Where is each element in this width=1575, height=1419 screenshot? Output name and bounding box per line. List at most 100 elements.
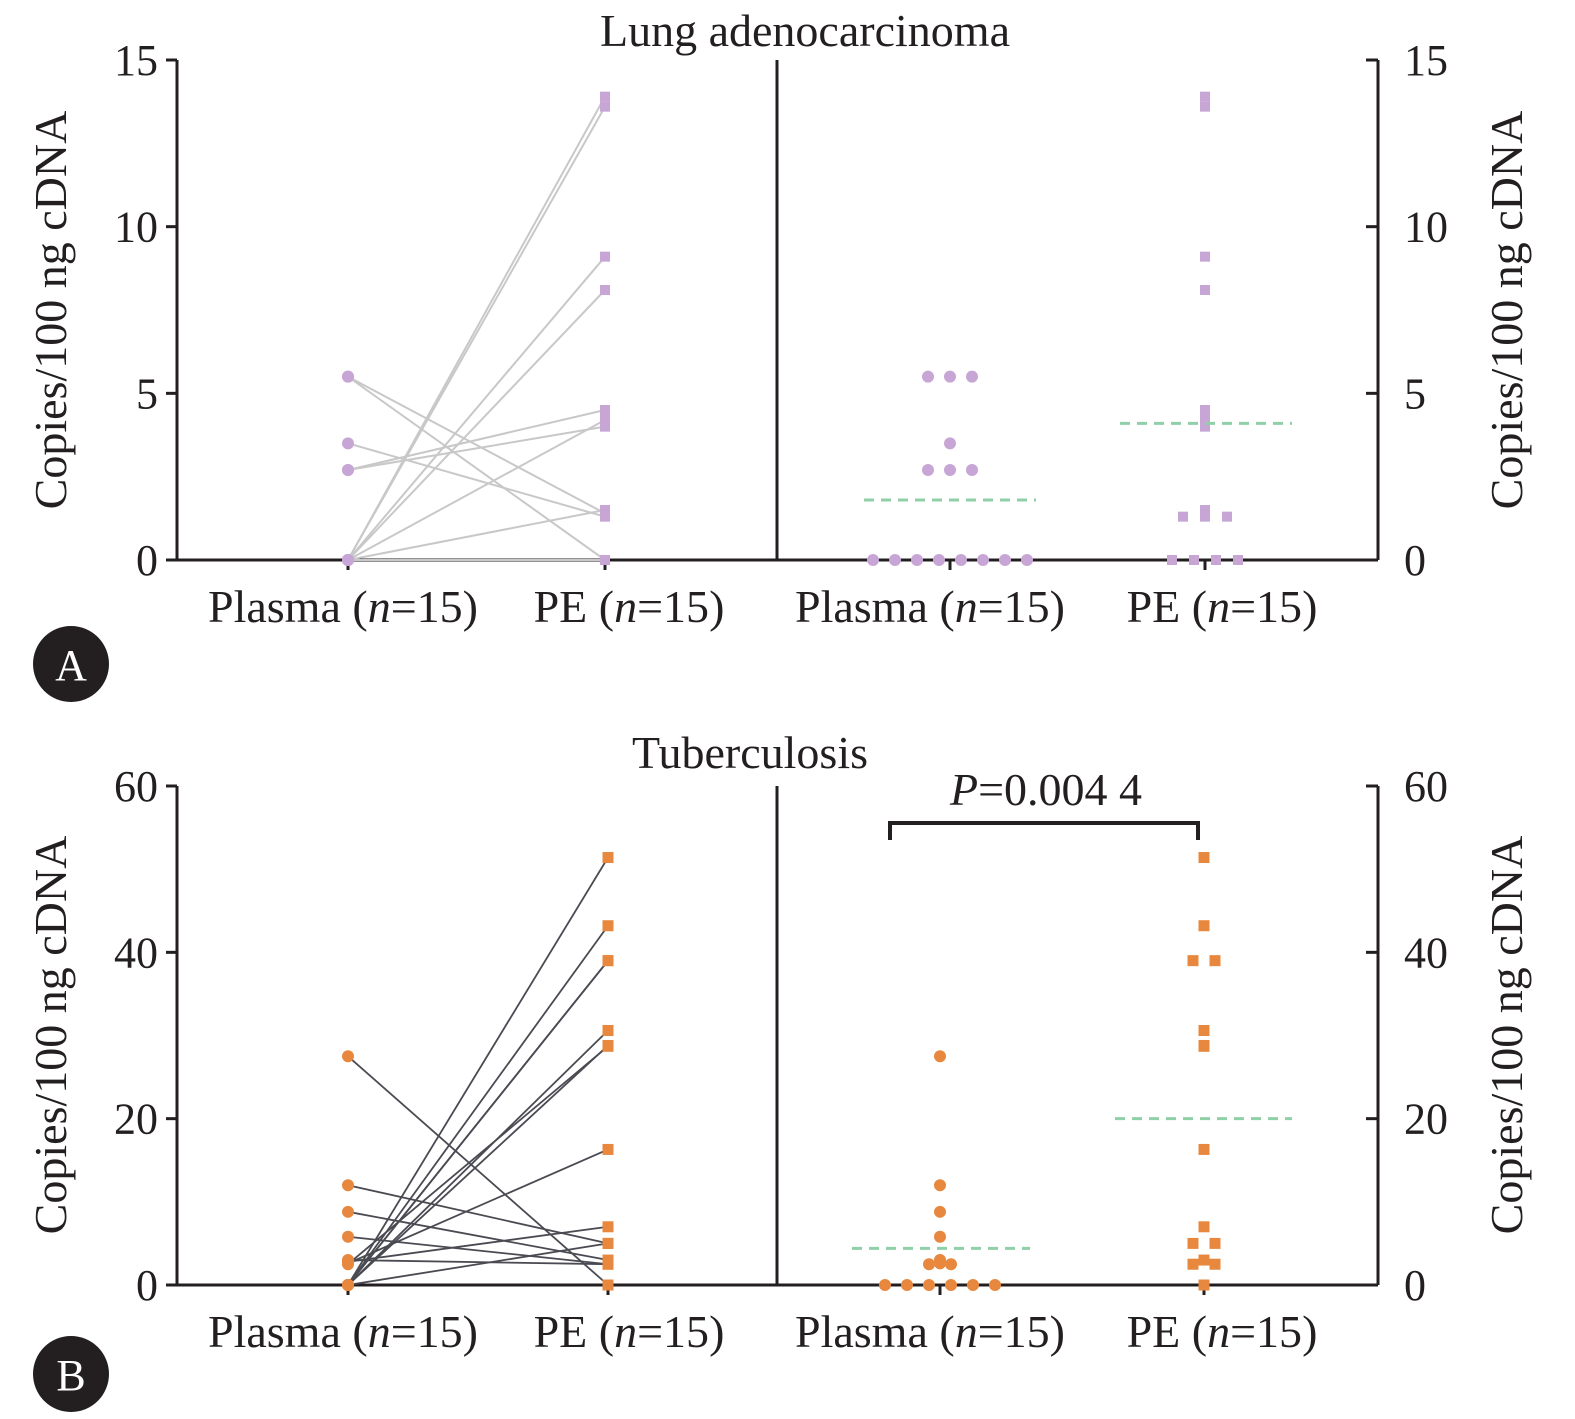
panel-b-category-labels: Plasma (n=15) PE (n=15) Plasma (n=15) PE…: [208, 1306, 1317, 1357]
pe-dot: [1198, 852, 1210, 864]
pe-dot: [1198, 1039, 1210, 1051]
pe-point: [600, 555, 610, 565]
panel-a-dot-markers: [867, 91, 1243, 566]
panel-b-cat-pe-left: PE (n=15): [534, 1306, 725, 1357]
plasma-point: [342, 1258, 354, 1271]
left-tick-label: 40: [114, 928, 158, 977]
plasma-dot: [889, 554, 901, 566]
left-tick-label: 5: [136, 369, 158, 418]
paired-line: [347, 419, 606, 561]
paired-line: [347, 442, 606, 518]
pe-dot: [1198, 1221, 1210, 1233]
panel-b-axes: [175, 786, 1380, 1287]
paired-line: [347, 1045, 609, 1265]
plasma-dot: [977, 554, 989, 566]
plasma-point: [342, 464, 354, 476]
plasma-point: [342, 1279, 354, 1291]
plasma-dot: [966, 370, 978, 383]
panel-b-median-lines: [852, 1117, 1292, 1250]
paired-line: [347, 1259, 609, 1266]
plasma-dot: [934, 1230, 946, 1243]
panel-a-badge-circle: [33, 626, 109, 702]
panel-b-significance: P=0.004 4: [888, 764, 1200, 840]
plasma-dot: [944, 464, 956, 476]
panel-a-cat-pe-left: PE (n=15): [534, 581, 725, 632]
panel-a-badge-label: A: [55, 641, 87, 690]
left-tick-label: 0: [136, 536, 158, 585]
plasma-dot: [945, 1279, 957, 1291]
plasma-point: [342, 370, 354, 383]
panel-b-cat-plasma-right: Plasma (n=15): [795, 1306, 1065, 1357]
paired-line: [347, 106, 606, 561]
left-tick-label: 60: [114, 762, 158, 811]
significance-p-value: P=0.004 4: [949, 764, 1142, 815]
paired-line: [347, 857, 609, 1286]
panel-a-cat-plasma-left: Plasma (n=15): [208, 581, 478, 632]
plasma-dot: [945, 1258, 957, 1271]
pe-point: [600, 101, 610, 112]
paired-line: [347, 425, 606, 471]
pe-dot: [1198, 920, 1210, 932]
panel-a-cat-plasma-right: Plasma (n=15): [795, 581, 1065, 632]
plasma-dot: [911, 554, 923, 566]
panel-b-left-tick-labels: 0 20 40 60: [114, 762, 610, 1310]
panel-a-paired-lines: [347, 96, 606, 561]
plasma-point: [342, 437, 354, 450]
pe-dot: [1211, 555, 1221, 565]
paired-line: [347, 509, 606, 561]
right-tick-label: 5: [1404, 369, 1426, 418]
pe-point: [602, 955, 614, 967]
left-tick-label: 0: [136, 1261, 158, 1310]
plasma-dot: [879, 1279, 891, 1291]
pe-point: [602, 1039, 614, 1051]
paired-line: [347, 1225, 609, 1263]
plasma-dot: [867, 554, 879, 566]
plasma-dot: [923, 1279, 935, 1291]
pe-dot: [1200, 415, 1210, 425]
panel-b-dot-markers: [879, 852, 1221, 1291]
plasma-dot: [955, 554, 967, 566]
panel-a-right-y-label: Copies/100 ng cDNA: [1481, 111, 1532, 510]
plasma-point: [342, 1205, 354, 1218]
plasma-dot: [999, 554, 1011, 566]
panel-a-paired-markers: [342, 91, 610, 566]
pe-dot: [1198, 1143, 1210, 1155]
pe-dot: [1233, 555, 1243, 565]
plasma-dot: [922, 464, 934, 476]
panel-a-axes: [175, 60, 1380, 562]
panel-a: Lung adenocarcinoma 0 5 10 15 0 5 10 15 Copies…: [25, 5, 1532, 702]
right-tick-label: 20: [1404, 1095, 1448, 1144]
panel-b-cat-pe-right: PE (n=15): [1127, 1306, 1318, 1357]
pe-dot: [1200, 421, 1210, 432]
pe-dot: [1222, 511, 1232, 522]
plasma-dot: [944, 437, 956, 450]
panel-a-badge: A: [33, 626, 109, 702]
paired-line: [347, 925, 609, 1286]
panel-b-paired-markers: [342, 852, 614, 1291]
pe-dot: [1198, 1025, 1210, 1037]
panel-b-cat-plasma-left: Plasma (n=15): [208, 1306, 478, 1357]
pe-dot: [1189, 555, 1199, 565]
plasma-dot: [934, 1257, 946, 1270]
panel-b-badge-label: B: [56, 1351, 85, 1400]
pe-point: [602, 1221, 614, 1233]
pe-point: [602, 1025, 614, 1037]
pe-dot: [1200, 285, 1210, 295]
panel-b-title: Tuberculosis: [632, 727, 868, 778]
panel-b: Tuberculosis 0 20 40 60 0 20 40 60 Copies/100 …: [25, 727, 1532, 1412]
pe-point: [600, 405, 610, 415]
paired-line: [347, 256, 606, 561]
pe-dot: [1200, 505, 1210, 515]
pe-dot: [1200, 91, 1210, 102]
pe-dot: [1200, 251, 1210, 262]
plasma-point: [342, 1179, 354, 1192]
right-tick-label: 40: [1404, 928, 1448, 977]
right-tick-label: 10: [1404, 203, 1448, 252]
panel-a-right-tick-labels: 0 5 10 15: [948, 36, 1448, 585]
pe-point: [602, 1143, 614, 1155]
plasma-dot: [966, 464, 978, 476]
pe-dot: [1209, 1258, 1221, 1270]
right-tick-label: 60: [1404, 762, 1448, 811]
paired-line: [347, 289, 606, 561]
pe-point: [602, 1237, 614, 1249]
